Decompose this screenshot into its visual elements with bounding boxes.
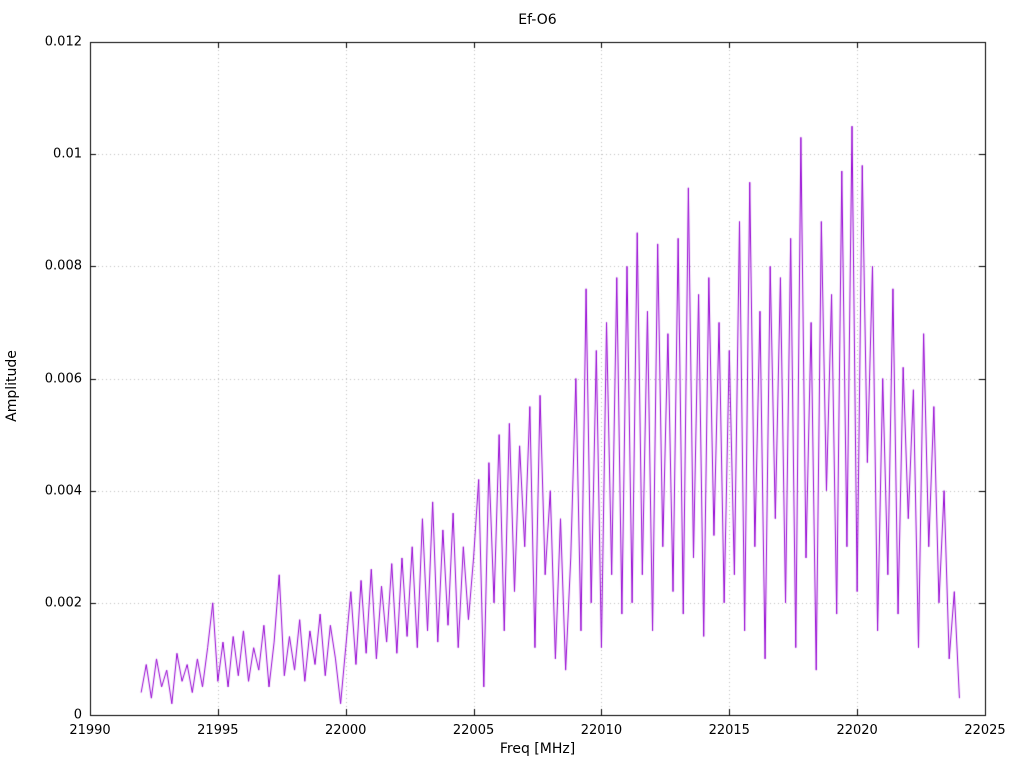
x-tick-label: 22025 bbox=[964, 723, 1006, 738]
y-tick-label: 0.004 bbox=[44, 483, 82, 499]
y-tick-label: 0 bbox=[73, 707, 82, 723]
y-tick-label: 0.006 bbox=[44, 371, 82, 386]
x-tick-label: 22000 bbox=[325, 723, 367, 738]
x-tick-label: 22015 bbox=[708, 723, 750, 738]
y-tick-label: 0.002 bbox=[44, 595, 82, 611]
x-tick-label: 22010 bbox=[580, 723, 623, 738]
x-tick-label: 21995 bbox=[197, 723, 239, 738]
x-axis-label: Freq [MHz] bbox=[499, 741, 576, 757]
x-tick-label: 22005 bbox=[452, 723, 495, 738]
y-tick-label: 0.008 bbox=[44, 258, 82, 274]
y-tick-label: 0.012 bbox=[44, 34, 82, 50]
y-tick-label: 0.01 bbox=[53, 146, 82, 162]
y-axis-label: Amplitude bbox=[4, 350, 20, 422]
x-tick-label: 21990 bbox=[69, 723, 111, 738]
chart-title: Ef-O6 bbox=[518, 12, 557, 28]
x-tick-label: 22020 bbox=[836, 723, 878, 738]
